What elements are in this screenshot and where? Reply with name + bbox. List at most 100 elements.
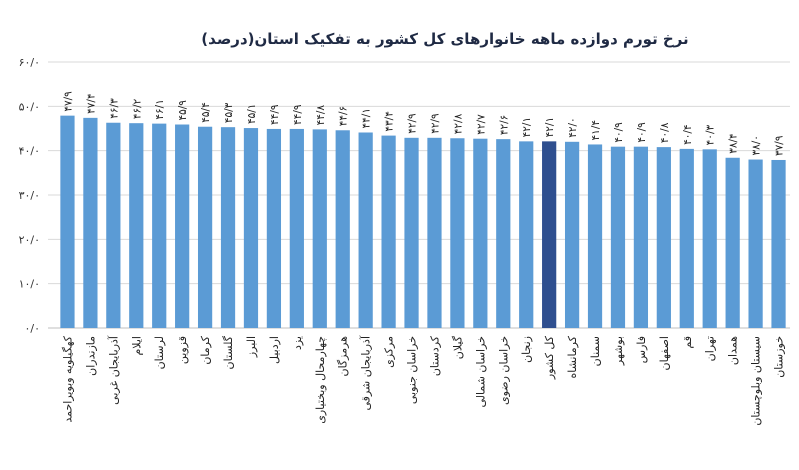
bar	[427, 137, 442, 328]
category-label: لرستان	[153, 336, 166, 369]
data-label: ۴۷/۹	[62, 91, 74, 112]
data-label: ۴۴/۹	[292, 104, 304, 125]
bar	[197, 126, 213, 328]
data-label: ۴۰/۴	[682, 124, 694, 144]
y-tick-label: ۳۰/۰	[19, 189, 40, 202]
category-label: قم	[681, 336, 694, 349]
category-label: ایلام	[130, 336, 143, 356]
data-label: ۴۵/۴	[200, 102, 212, 122]
data-label: ۳۸/۴	[728, 133, 740, 153]
data-label: ۴۱/۴	[590, 120, 602, 140]
y-tick-label: ۱۰/۰	[19, 278, 40, 291]
data-label: ۴۵/۹	[177, 100, 189, 121]
y-tick-label: ۶۰/۰	[19, 56, 40, 69]
category-label: اصفهان	[658, 336, 671, 370]
category-label: تهران	[704, 336, 717, 361]
category-label: سیستان وبلوچستان	[750, 336, 763, 426]
bar	[450, 138, 465, 328]
category-label: اردبیل	[268, 336, 281, 364]
category-labels: کهگیلویه وبویراحمد مازندران آذربایجان غربی…	[61, 335, 785, 426]
category-label: بوشهر	[612, 336, 625, 366]
data-label: ۴۲/۹	[407, 113, 419, 134]
category-label: خراسان جنوبی	[406, 336, 419, 404]
data-label: ۴۴/۱	[361, 108, 373, 128]
y-tick-label: ۲۰/۰	[19, 233, 40, 246]
category-label: آذربایجان غربی	[106, 335, 120, 405]
data-label: ۴۵/۱	[246, 104, 258, 124]
data-label: ۴۲/۶	[498, 115, 510, 135]
data-label: ۴۰/۹	[636, 122, 648, 143]
bar	[243, 128, 259, 328]
category-label: کرمان	[199, 335, 212, 364]
category-label: قزوین	[176, 336, 189, 364]
data-label: ۴۲/۸	[452, 113, 464, 134]
bar	[679, 148, 694, 328]
data-label: ۴۰/۹	[613, 122, 625, 143]
category-label: خوزستان	[773, 336, 786, 378]
bar	[175, 124, 190, 328]
data-label: ۴۶/۲	[131, 98, 143, 119]
category-label: مازندران	[84, 336, 97, 376]
bar	[473, 138, 488, 328]
category-label: مرکزی	[383, 336, 396, 368]
bar	[748, 159, 763, 328]
bar	[725, 157, 740, 328]
bar	[771, 159, 786, 328]
category-label: کل کشور	[543, 335, 556, 380]
category-label: یزد	[291, 336, 304, 350]
bar-highlight	[542, 141, 557, 328]
gridlines	[48, 61, 790, 329]
category-label: هرمزگان	[337, 336, 350, 377]
bar	[587, 144, 603, 328]
bar	[129, 123, 144, 329]
category-label: خراسان شمالی	[474, 336, 487, 408]
data-label: ۴۳/۴	[384, 111, 396, 131]
category-label: آذربایجان شرقی	[359, 335, 373, 410]
bar	[266, 128, 282, 328]
data-label: ۴۲/۷	[475, 114, 487, 135]
bar	[312, 129, 327, 328]
bar	[633, 146, 649, 328]
bar	[564, 141, 580, 328]
category-label: زنجان	[520, 336, 533, 363]
bars	[60, 115, 786, 329]
bar	[83, 117, 98, 328]
data-label: ۴۰/۳	[705, 125, 717, 146]
y-tick-label: ۵۰/۰	[19, 100, 40, 113]
data-label: ۴۴/۶	[338, 106, 350, 126]
category-label: فارس	[635, 336, 648, 363]
bar	[335, 130, 350, 328]
y-tick-label: ۰/۰	[24, 322, 40, 335]
data-label: ۴۶/۱	[154, 99, 166, 119]
data-label: ۴۲/۹	[429, 113, 441, 134]
data-labels: ۴۷/۹ ۴۷/۴ ۴۶/۳ ۴۶/۲ ۴۶/۱ ۴۵/۹ ۴۵/۴ ۴۵/۳ ۴۵/۱ ۴۴/۹…	[62, 91, 785, 156]
y-tick-label: ۴۰/۰	[19, 145, 40, 158]
data-label: ۴۵/۳	[223, 102, 235, 123]
bar	[289, 128, 304, 328]
bar	[656, 147, 671, 328]
data-label: ۳۸/۰	[751, 135, 763, 155]
data-label: ۴۲/۰	[567, 117, 579, 137]
category-label: البرز	[245, 336, 258, 358]
bar	[702, 149, 717, 328]
bar	[519, 141, 534, 328]
bar	[60, 115, 75, 328]
bar	[610, 146, 626, 328]
category-label: کردستان	[428, 335, 441, 376]
y-axis-ticks: ۰/۰ ۱۰/۰ ۲۰/۰ ۳۰/۰ ۴۰/۰ ۵۰/۰ ۶۰/۰	[19, 56, 40, 335]
bar	[381, 135, 396, 328]
category-label: گلستان	[222, 335, 235, 369]
data-label: ۴۲/۱	[521, 117, 533, 137]
chart-title: نرخ تورم دوازده ماهه خانوارهای کل کشور ب…	[201, 30, 688, 48]
data-label: ۴۴/۸	[315, 105, 327, 126]
category-label: چهارمحال وبختیاری	[314, 336, 327, 424]
data-label: ۳۷/۹	[774, 135, 786, 156]
category-label: خراسان رضوی	[497, 336, 510, 405]
category-label: همدان	[727, 336, 740, 365]
bar	[152, 123, 167, 328]
category-label: کهگیلویه وبویراحمد	[61, 335, 74, 422]
data-label: ۴۷/۴	[85, 93, 97, 113]
bar	[496, 139, 511, 328]
